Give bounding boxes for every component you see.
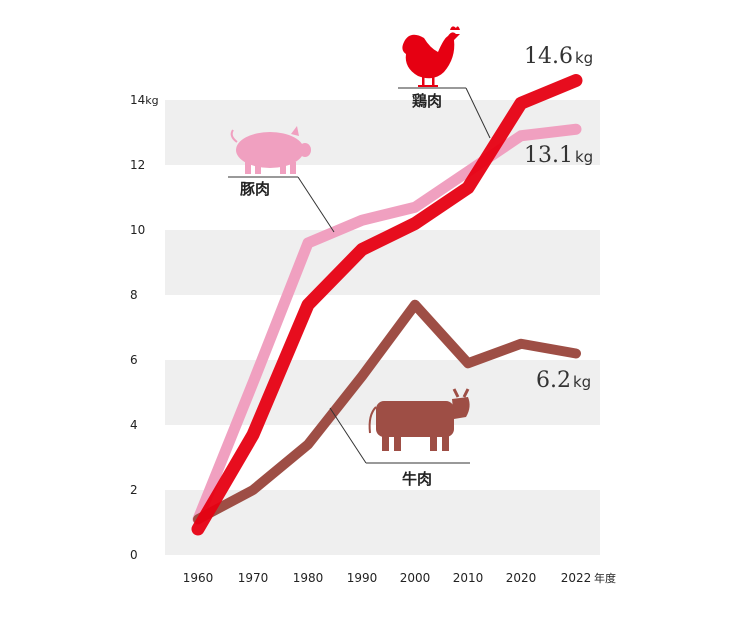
series-lines — [191, 74, 583, 536]
x-tick-label: 1980 — [293, 571, 324, 585]
x-tick-label: 2010 — [453, 571, 484, 585]
label-beef: 牛肉 — [329, 407, 470, 488]
end-value-beef: 6.2 kg — [536, 368, 591, 393]
series-line-chicken — [191, 74, 583, 536]
x-tick-label: 2022 — [561, 571, 592, 585]
grid-bands — [165, 100, 600, 555]
x-tick-label: 2020 — [506, 571, 537, 585]
label-pork: 豚肉 — [228, 176, 335, 233]
pig-icon — [230, 126, 311, 174]
series-line-beef — [193, 299, 581, 525]
label-chicken: 鶏肉 — [398, 87, 491, 139]
end-value-chicken: 14.6 kg — [524, 44, 593, 69]
end-value-pork: 13.1 kg — [524, 143, 593, 168]
x-tick-label: 1970 — [238, 571, 269, 585]
x-axis-unit: 年度 — [594, 571, 616, 585]
y-tick-label: 10 — [130, 223, 145, 237]
y-tick-label: 6 — [130, 353, 138, 367]
y-tick-label: 4 — [130, 418, 138, 432]
y-tick-label: 0 — [130, 548, 138, 562]
series-label-pork: 豚肉 — [240, 180, 270, 198]
x-tick-label: 1960 — [183, 571, 214, 585]
x-axis-ticks: 1960 1970 1980 1990 2000 2010 2020 2022 — [183, 571, 592, 585]
cow-icon — [368, 388, 470, 451]
y-axis-ticks: 0 2 4 6 8 10 12 14kg — [130, 93, 159, 562]
series-label-chicken: 鶏肉 — [412, 92, 442, 110]
x-tick-label: 1990 — [347, 571, 378, 585]
y-tick-label: 12 — [130, 158, 145, 172]
x-tick-label: 2000 — [400, 571, 431, 585]
series-label-beef: 牛肉 — [402, 470, 432, 488]
y-tick-label: 2 — [130, 483, 138, 497]
y-axis-unit: kg — [145, 94, 158, 107]
series-line-pork — [192, 123, 582, 525]
y-tick-label: 8 — [130, 288, 138, 302]
y-tick-label: 14kg — [130, 93, 159, 107]
chicken-icon — [402, 26, 460, 87]
